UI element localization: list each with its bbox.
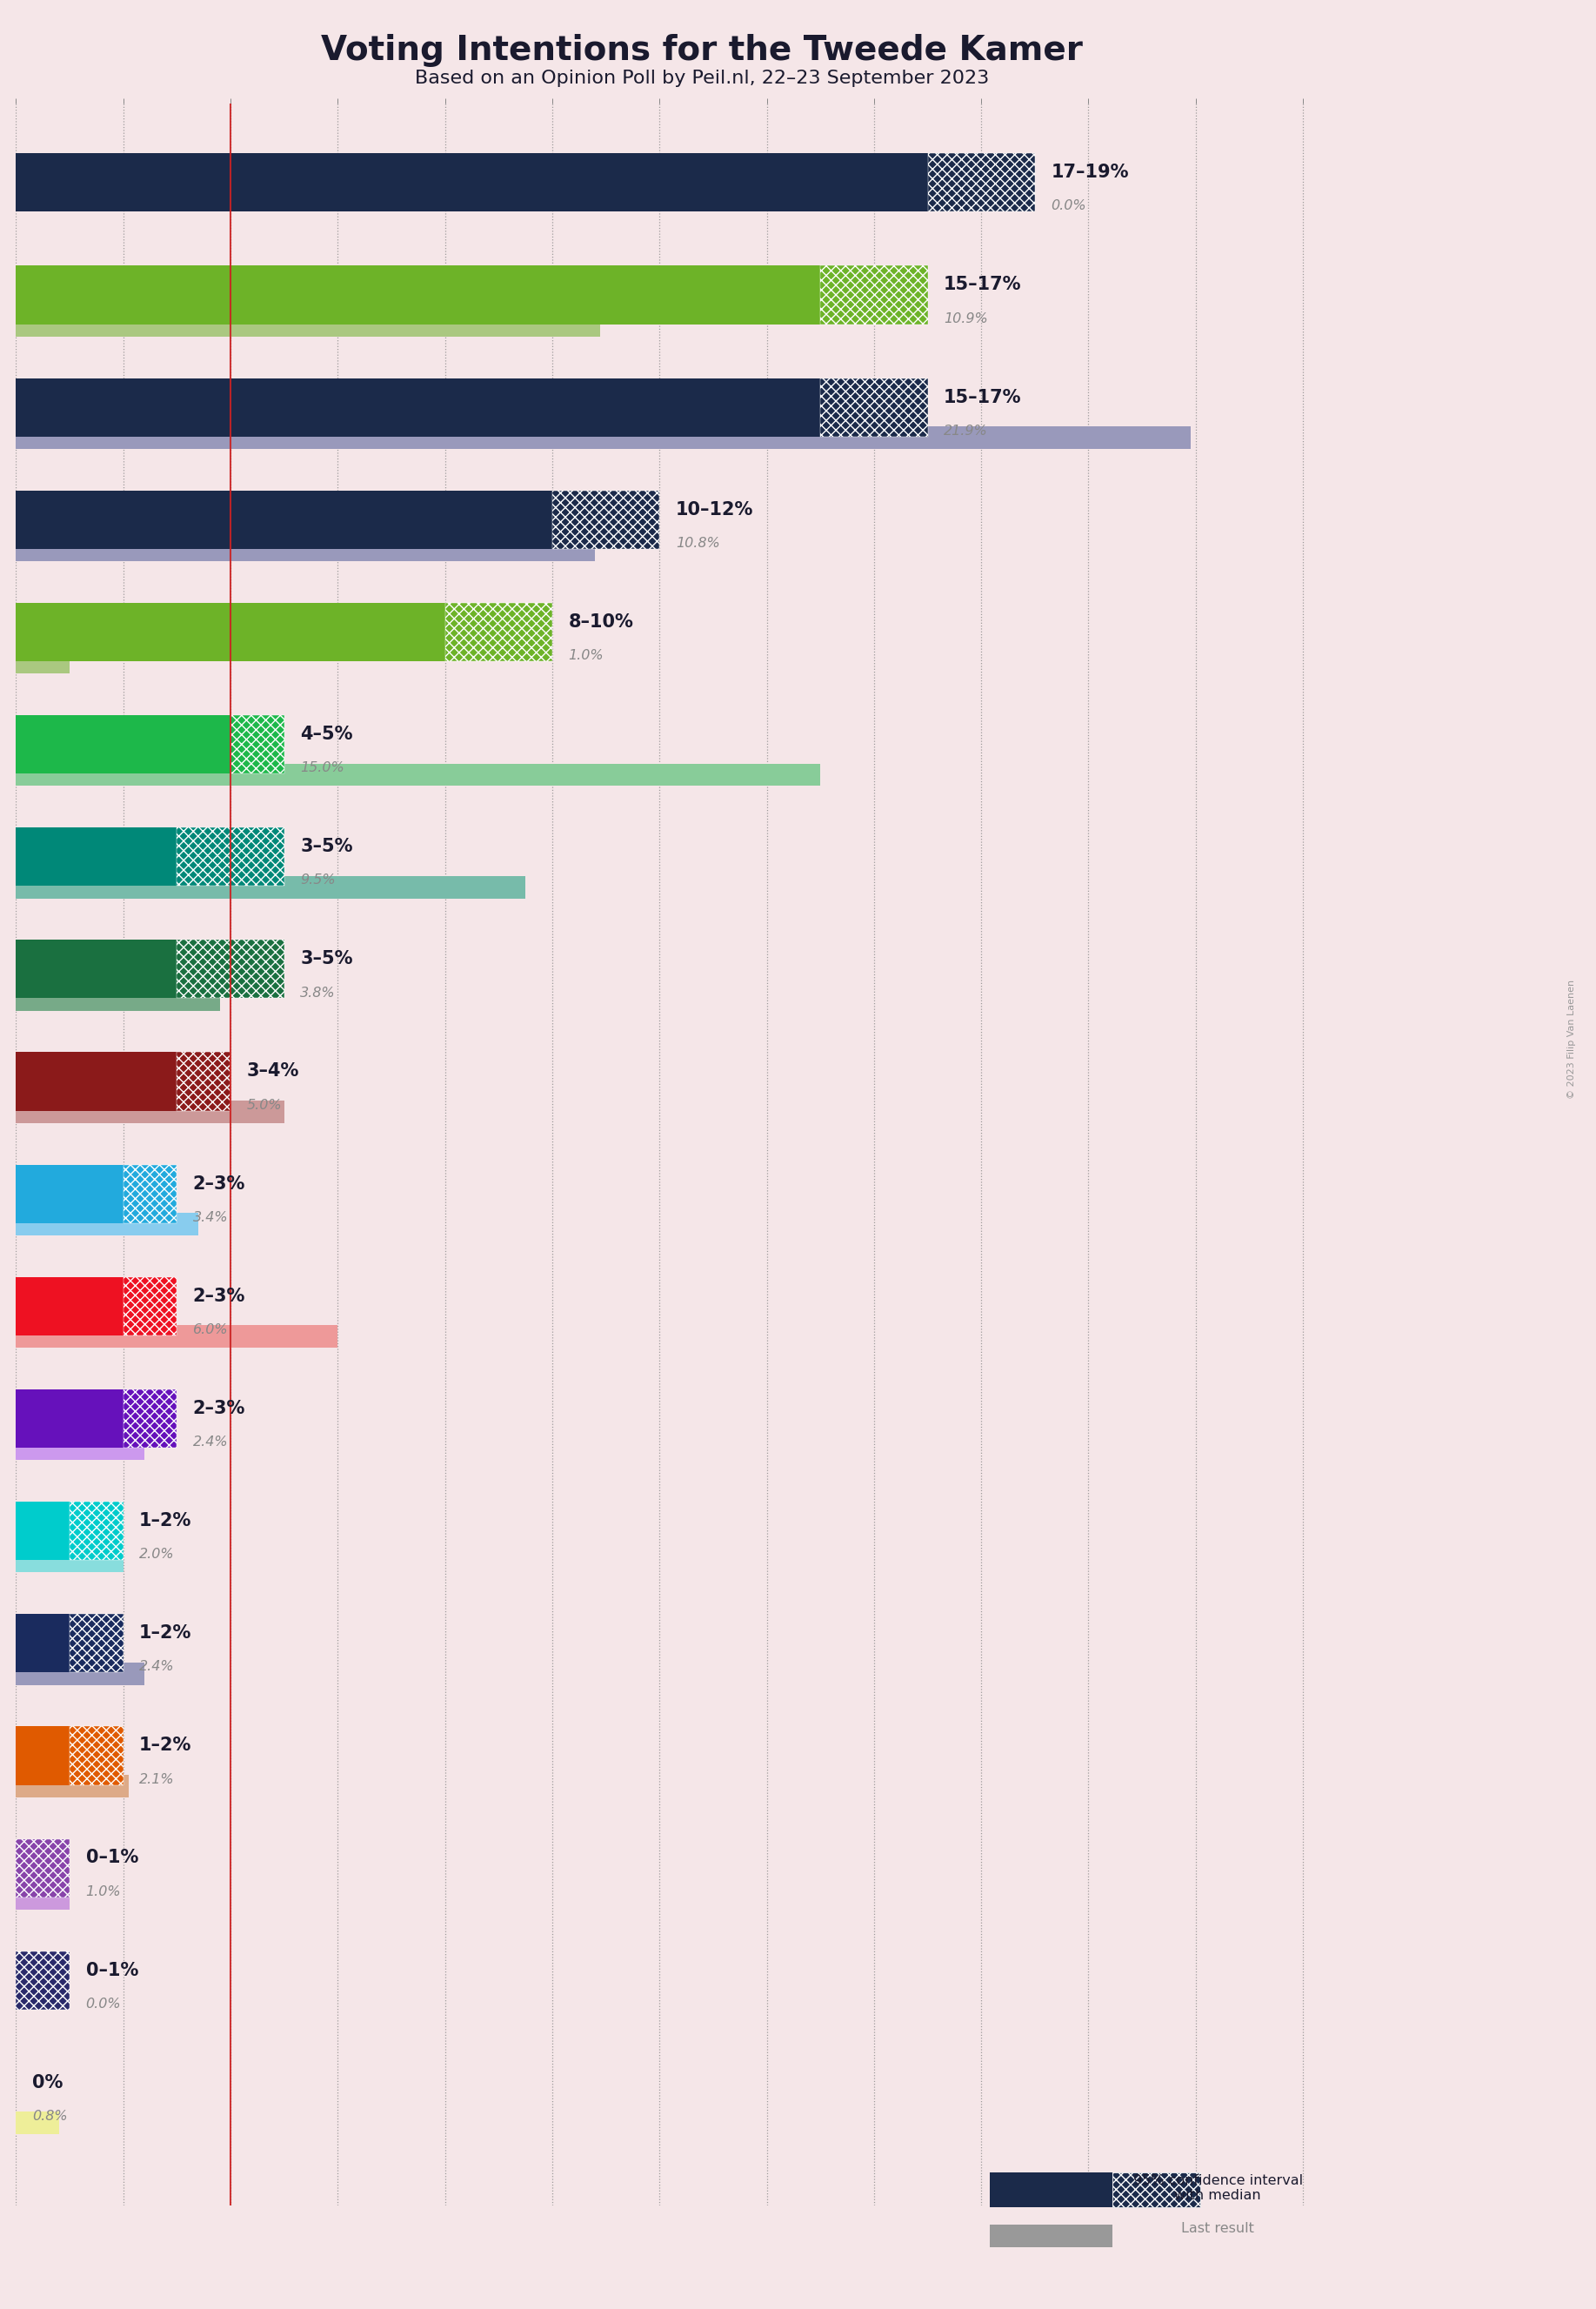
Text: © 2023 Filip Van Laenen: © 2023 Filip Van Laenen	[1567, 979, 1577, 1099]
Text: Voting Intentions for the Tweede Kamer: Voting Intentions for the Tweede Kamer	[321, 35, 1084, 67]
Bar	[16, 940, 177, 997]
Text: 3–5%: 3–5%	[300, 951, 353, 967]
Text: 2.4%: 2.4%	[193, 1436, 228, 1448]
Bar	[16, 427, 1191, 448]
Bar	[177, 940, 284, 997]
Text: 15.0%: 15.0%	[300, 762, 345, 774]
Text: 0%: 0%	[32, 2073, 62, 2092]
Bar	[820, 379, 927, 436]
Text: 10.9%: 10.9%	[943, 312, 988, 326]
Text: Last result: Last result	[1181, 2224, 1254, 2235]
Bar	[230, 716, 284, 774]
Bar	[70, 1501, 123, 1561]
Bar	[16, 1439, 145, 1459]
Text: 95% confidence interval
with median: 95% confidence interval with median	[1133, 2175, 1302, 2203]
Text: 2–3%: 2–3%	[193, 1288, 246, 1305]
Bar	[16, 1951, 70, 2009]
Text: 0.0%: 0.0%	[86, 1997, 121, 2011]
Text: 1–2%: 1–2%	[139, 1512, 192, 1529]
Text: 0.8%: 0.8%	[32, 2110, 67, 2122]
Bar	[16, 827, 177, 887]
Text: Based on an Opinion Poll by Peil.nl, 22–23 September 2023: Based on an Opinion Poll by Peil.nl, 22–…	[415, 69, 990, 88]
Bar	[177, 827, 284, 887]
Text: 17–19%: 17–19%	[1050, 164, 1128, 180]
Text: 1.0%: 1.0%	[568, 649, 603, 663]
Text: 10–12%: 10–12%	[675, 501, 753, 517]
Bar	[16, 1101, 284, 1122]
Text: 4–5%: 4–5%	[300, 725, 353, 743]
Text: 8–10%: 8–10%	[568, 614, 634, 630]
Text: 3.8%: 3.8%	[300, 986, 335, 1000]
Bar	[16, 1277, 123, 1335]
Bar	[16, 2113, 59, 2134]
Bar	[16, 1838, 70, 1898]
Text: 0–1%: 0–1%	[86, 1850, 139, 1866]
Bar	[990, 2226, 1112, 2247]
Bar	[990, 2173, 1112, 2207]
Bar	[16, 266, 820, 323]
Bar	[16, 1053, 177, 1111]
Bar	[16, 1662, 145, 1686]
Bar	[16, 1164, 123, 1224]
Bar	[552, 490, 659, 550]
Text: 9.5%: 9.5%	[300, 873, 335, 887]
Bar	[70, 1614, 123, 1672]
Text: 15–17%: 15–17%	[943, 277, 1021, 293]
Bar	[16, 1727, 70, 1785]
Bar	[177, 1053, 230, 1111]
Bar	[16, 1501, 70, 1561]
Bar	[927, 152, 1034, 212]
Bar	[123, 1390, 177, 1448]
Text: 2.4%: 2.4%	[139, 1660, 174, 1674]
Bar	[16, 1886, 70, 1910]
Bar	[16, 490, 552, 550]
Text: 0–1%: 0–1%	[86, 1963, 139, 1979]
Text: 1–2%: 1–2%	[139, 1626, 192, 1642]
Bar	[16, 314, 600, 337]
Text: 6.0%: 6.0%	[193, 1323, 228, 1337]
Bar	[16, 1614, 70, 1672]
Text: 3–4%: 3–4%	[246, 1062, 298, 1081]
Bar	[16, 603, 445, 660]
Bar	[123, 1277, 177, 1335]
Text: 5.0%: 5.0%	[246, 1099, 282, 1111]
Text: 0.0%: 0.0%	[1050, 199, 1087, 212]
Bar	[16, 1212, 198, 1235]
Bar	[16, 716, 230, 774]
Text: 1.0%: 1.0%	[86, 1884, 121, 1898]
Bar	[16, 152, 927, 212]
Text: 2–3%: 2–3%	[193, 1399, 246, 1418]
Bar	[820, 266, 927, 323]
Bar	[16, 1325, 338, 1348]
Bar	[16, 1549, 123, 1572]
Bar	[16, 651, 70, 674]
Bar	[16, 379, 820, 436]
Bar	[16, 875, 525, 898]
Text: 15–17%: 15–17%	[943, 388, 1021, 406]
Bar	[16, 764, 820, 785]
Bar	[445, 603, 552, 660]
Text: 21.9%: 21.9%	[943, 425, 988, 436]
Text: 10.8%: 10.8%	[675, 536, 720, 550]
Bar	[16, 1390, 123, 1448]
Text: 1–2%: 1–2%	[139, 1736, 192, 1755]
Bar	[16, 538, 595, 561]
Text: 2.0%: 2.0%	[139, 1547, 174, 1561]
Bar	[16, 1776, 129, 1796]
Text: 2.1%: 2.1%	[139, 1773, 174, 1785]
Bar	[123, 1164, 177, 1224]
Text: 3–5%: 3–5%	[300, 838, 353, 854]
Text: 3.4%: 3.4%	[193, 1210, 228, 1224]
Bar	[1112, 2173, 1200, 2207]
Bar	[16, 988, 220, 1011]
Bar	[70, 1727, 123, 1785]
Text: 2–3%: 2–3%	[193, 1175, 246, 1191]
